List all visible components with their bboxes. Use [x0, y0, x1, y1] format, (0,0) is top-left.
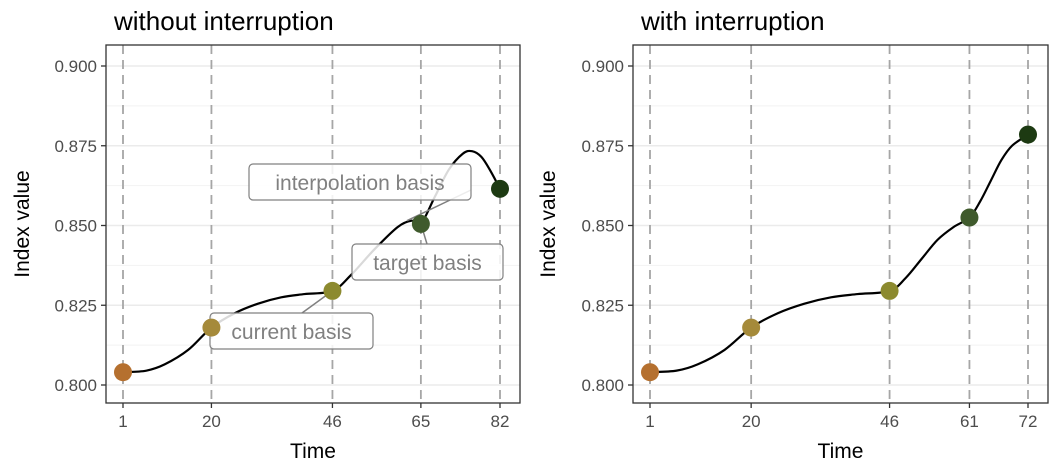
x-tick-label: 46: [880, 412, 899, 431]
x-tick-label: 65: [411, 412, 430, 431]
x-tick-label: 1: [645, 412, 654, 431]
chart-title: without interruption: [113, 6, 334, 36]
y-axis-label: Index value: [11, 170, 34, 277]
y-tick-label: 0.800: [581, 376, 624, 395]
y-tick-label: 0.825: [581, 296, 624, 315]
y-tick-label: 0.875: [54, 137, 97, 156]
y-tick-label: 0.875: [581, 137, 624, 156]
chart-panel-without-interruption: without interruption interpolation basis t…: [0, 0, 526, 465]
y-tick-label: 0.900: [54, 57, 97, 76]
data-point: [202, 318, 221, 337]
annotation-label: interpolation basis: [275, 172, 444, 195]
chart-svg-left: without interruption interpolation basis t…: [11, 6, 521, 463]
y-tick-label: 0.900: [581, 57, 624, 76]
y-tick-label: 0.825: [54, 296, 97, 315]
annotation-box: [351, 243, 504, 281]
x-tick-label: 61: [960, 412, 979, 431]
series-line: [649, 133, 1029, 374]
data-point: [641, 363, 659, 382]
panel-border: [105, 44, 521, 404]
x-tick-label: 20: [742, 412, 761, 431]
data-point: [1019, 125, 1037, 144]
data-point: [114, 363, 132, 382]
y-tick-label: 0.850: [581, 217, 624, 236]
x-tick-label: 46: [323, 412, 342, 431]
x-axis-label: Time: [818, 440, 864, 463]
x-tick-label: 72: [1019, 412, 1038, 431]
chart-title: with interruption: [640, 6, 825, 36]
data-point: [491, 179, 509, 198]
data-point: [742, 318, 761, 337]
x-tick-label: 82: [491, 412, 510, 431]
data-point: [960, 208, 979, 227]
annotation-label: target basis: [373, 252, 482, 275]
data-point: [411, 214, 430, 233]
chart-panel-with-interruption: with interruption 0.800 0.825 0.850 0.875 0.9…: [526, 0, 1053, 465]
annotation-box: [248, 163, 472, 201]
x-tick-label: 20: [202, 412, 221, 431]
y-tick-label: 0.850: [54, 217, 97, 236]
panel-border: [632, 44, 1049, 404]
data-point: [880, 281, 899, 300]
y-tick-label: 0.800: [54, 376, 97, 395]
data-point: [323, 281, 342, 300]
chart-svg-right: with interruption 0.800 0.825 0.850 0.875 0.9…: [537, 6, 1049, 463]
y-axis-label: Index value: [537, 170, 560, 277]
annotation-label: current basis: [231, 321, 351, 344]
x-axis-label: Time: [290, 440, 336, 463]
x-tick-label: 1: [118, 412, 127, 431]
